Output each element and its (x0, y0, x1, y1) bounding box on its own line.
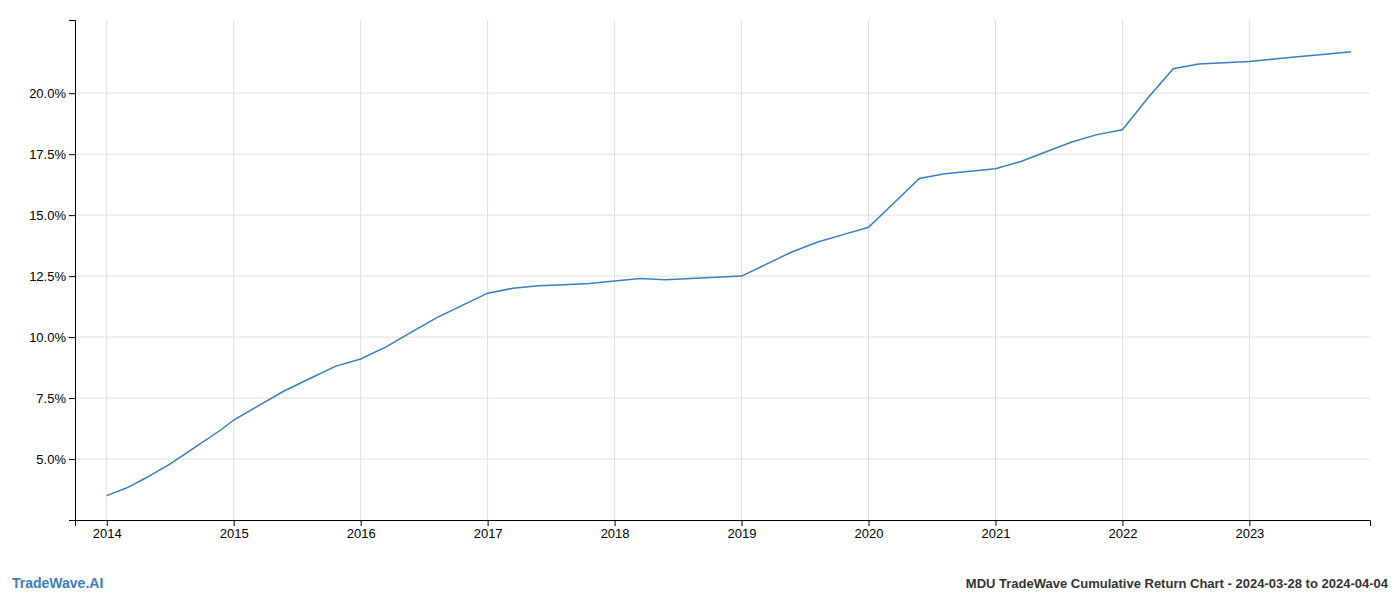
tick-mark (69, 337, 75, 338)
grid-line (1249, 20, 1250, 520)
tick: 12.5% (29, 269, 75, 284)
tick: 20.0% (29, 86, 75, 101)
tick: 7.5% (36, 391, 75, 406)
tick-mark (69, 276, 75, 277)
tick: 2016 (347, 520, 376, 541)
tick: 2015 (220, 520, 249, 541)
tick-mark (69, 398, 75, 399)
chart: 2014 2015 2016 2017 2018 2019 2020 2021 2022 2023… (0, 0, 1400, 600)
tick-mark (234, 520, 235, 526)
grid-line (360, 20, 361, 520)
tick-label: 2015 (220, 526, 249, 541)
tick-mark (69, 93, 75, 94)
tick: 2020 (855, 520, 884, 541)
grid-line (75, 337, 1370, 338)
tick-mark (69, 154, 75, 155)
line (107, 52, 1351, 496)
tick: 2022 (1108, 520, 1137, 541)
tick: 17.5% (29, 147, 75, 162)
y-axis: 5.0% 7.5% 10.0% 12.5% 15.0% 17.5% 20.0% (29, 21, 75, 521)
tick-label: 2019 (728, 526, 757, 541)
tick-label: 12.5% (29, 269, 66, 284)
tick: 2023 (1235, 520, 1264, 541)
tick-label: 2023 (1235, 526, 1264, 541)
x-axis: 2014 2015 2016 2017 2018 2019 2020 2021 2022 2023 (76, 520, 1371, 541)
tick-mark (995, 520, 996, 526)
axis-line (76, 521, 1371, 527)
tick: 2014 (93, 520, 122, 541)
tick-mark (869, 520, 870, 526)
grid-line (106, 20, 107, 520)
grid-line (75, 459, 1370, 460)
tick-mark (361, 520, 362, 526)
tick: 5.0% (36, 452, 75, 467)
tick-mark (1122, 520, 1123, 526)
tick-mark (69, 215, 75, 216)
tick-label: 2018 (601, 526, 630, 541)
tick: 10.0% (29, 330, 75, 345)
tick-label: 10.0% (29, 330, 66, 345)
tick-label: 2021 (982, 526, 1011, 541)
tick-label: 2020 (855, 526, 884, 541)
tick-label: 2022 (1108, 526, 1137, 541)
tick-label: 2016 (347, 526, 376, 541)
tick-label: 2014 (93, 526, 122, 541)
tick-mark (615, 520, 616, 526)
axis-line (69, 21, 76, 521)
grid (75, 20, 1370, 520)
grid-line (75, 215, 1370, 216)
plot-area: 2014 2015 2016 2017 2018 2019 2020 2021 2022 2023… (29, 20, 1370, 541)
tick-label: 7.5% (36, 391, 66, 406)
grid-line (1122, 20, 1123, 520)
tick-mark (107, 520, 108, 526)
tick-label: 15.0% (29, 208, 66, 223)
grid-line (75, 398, 1370, 399)
tick: 2021 (982, 520, 1011, 541)
watermark: TradeWave.AI (12, 575, 103, 591)
tick-mark (69, 459, 75, 460)
tick-label: 20.0% (29, 86, 66, 101)
tick-mark (1249, 520, 1250, 526)
grid-line (75, 93, 1370, 94)
grid-line (868, 20, 869, 520)
tick-label: 17.5% (29, 147, 66, 162)
tick-mark (742, 520, 743, 526)
tick: 2017 (474, 520, 503, 541)
grid-line (741, 20, 742, 520)
tick-label: 2017 (474, 526, 503, 541)
grid-line (995, 20, 996, 520)
tick-label: 5.0% (36, 452, 66, 467)
tick: 2019 (728, 520, 757, 541)
tick: 2018 (601, 520, 630, 541)
grid-line (233, 20, 234, 520)
tick-mark (488, 520, 489, 526)
grid-line (614, 20, 615, 520)
marks (107, 52, 1351, 496)
title: MDU TradeWave Cumulative Return Chart - … (966, 576, 1389, 591)
grid-line (487, 20, 488, 520)
tick: 15.0% (29, 208, 75, 223)
grid-line (75, 154, 1370, 155)
